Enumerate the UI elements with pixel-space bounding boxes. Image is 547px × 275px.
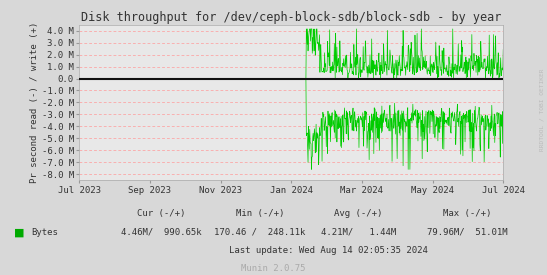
Text: Cur (-/+): Cur (-/+) <box>137 209 185 218</box>
Text: Avg (-/+): Avg (-/+) <box>334 209 382 218</box>
Y-axis label: Pr second read (-) / write (+): Pr second read (-) / write (+) <box>30 22 39 183</box>
Text: 170.46 /  248.11k: 170.46 / 248.11k <box>214 228 306 237</box>
Text: Max (-/+): Max (-/+) <box>444 209 492 218</box>
Text: 79.96M/  51.01M: 79.96M/ 51.01M <box>427 228 508 237</box>
Text: 4.46M/  990.65k: 4.46M/ 990.65k <box>121 228 202 237</box>
Text: ■: ■ <box>14 227 24 237</box>
Title: Disk throughput for /dev/ceph-block-sdb/block-sdb - by year: Disk throughput for /dev/ceph-block-sdb/… <box>81 10 502 24</box>
Text: Min (-/+): Min (-/+) <box>236 209 284 218</box>
Text: RRDTOOL / TOBI OETIKER: RRDTOOL / TOBI OETIKER <box>539 69 544 151</box>
Text: Bytes: Bytes <box>32 228 59 237</box>
Text: Munin 2.0.75: Munin 2.0.75 <box>241 264 306 273</box>
Text: 4.21M/   1.44M: 4.21M/ 1.44M <box>321 228 396 237</box>
Text: Last update: Wed Aug 14 02:05:35 2024: Last update: Wed Aug 14 02:05:35 2024 <box>229 246 428 255</box>
